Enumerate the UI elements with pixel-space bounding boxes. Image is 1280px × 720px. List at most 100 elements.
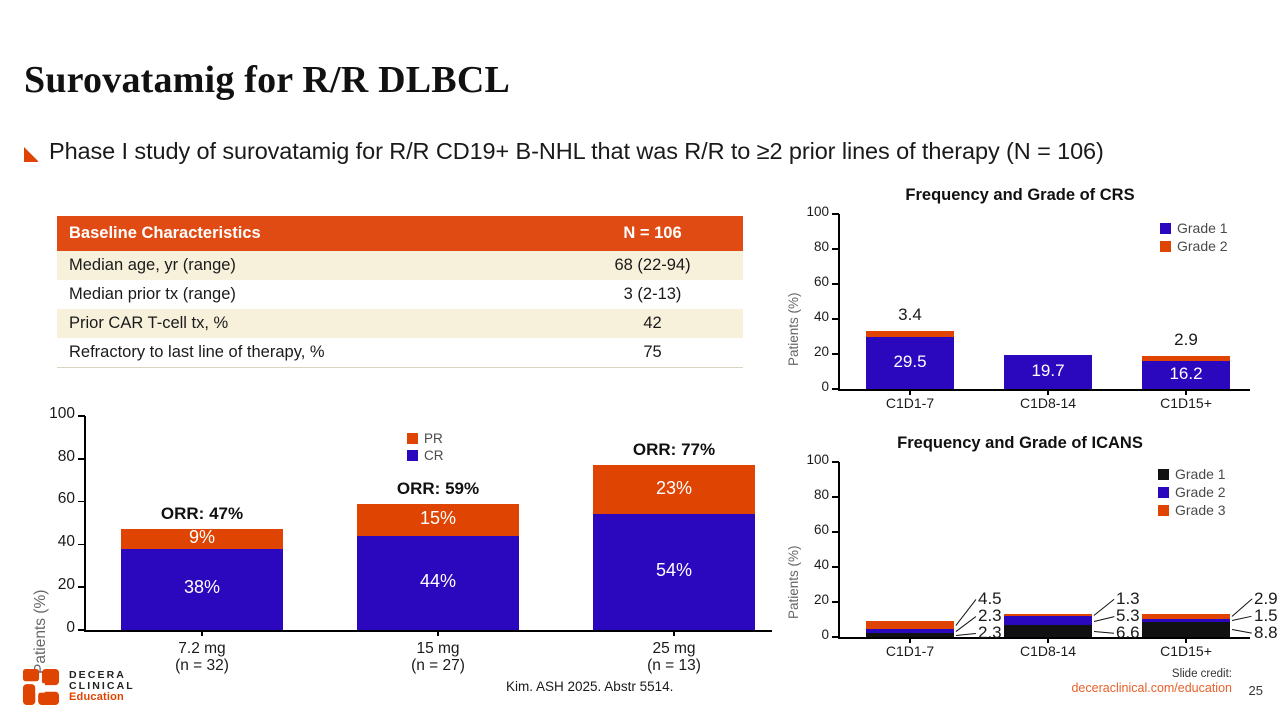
- x-axis-tick-label: C1D8-14: [979, 643, 1117, 660]
- y-axis-tick-mark: [78, 415, 85, 417]
- callout-leader-line: [1231, 599, 1253, 618]
- y-axis-tick-label: 20: [813, 592, 829, 608]
- y-axis-tick-label: 40: [813, 557, 829, 573]
- x-axis-tick-line: C1D1-7: [885, 643, 935, 659]
- bar-segment[interactable]: [1004, 354, 1092, 389]
- x-axis-tick-line: 7.2 mg: [178, 640, 226, 657]
- legend-swatch-grade-3: [1158, 504, 1169, 516]
- x-axis-tick-line: C1D8-14: [1019, 643, 1077, 659]
- legend-swatch-grade-2: [1158, 486, 1169, 498]
- citation: Kim. ASH 2025. Abstr 5514.: [506, 679, 674, 694]
- page-number: 25: [1248, 683, 1263, 698]
- callout-leader-line: [955, 633, 977, 637]
- callout-value-label: 2.3: [978, 623, 1002, 642]
- y-axis-tick-label: 0: [66, 618, 75, 636]
- x-axis-tick-line: C1D1-7: [885, 395, 935, 411]
- x-axis-tick-mark: [1185, 389, 1187, 395]
- bar-value-label: 54%: [655, 560, 693, 581]
- bar-segment[interactable]: [1142, 618, 1230, 622]
- legend-swatch-grade-2: [1160, 240, 1171, 252]
- bar-segment[interactable]: [121, 529, 283, 549]
- legend-item-cr: CR: [407, 448, 444, 463]
- y-axis-tick-mark: [832, 353, 839, 355]
- bar-segment[interactable]: [866, 632, 954, 637]
- x-axis-tick-mark: [909, 389, 911, 395]
- bar-segment[interactable]: [866, 337, 954, 389]
- response-chart-legend: PR CR: [407, 431, 444, 465]
- bar-segment[interactable]: [866, 628, 954, 633]
- slide-credit-link[interactable]: deceraclinical.com/education: [1071, 681, 1232, 695]
- bar-value-label: 9%: [188, 527, 215, 548]
- y-axis-tick-mark: [832, 531, 839, 533]
- logo-line-1: DECERA: [69, 668, 126, 681]
- x-axis-tick-mark: [1047, 637, 1049, 643]
- bar-total-annotation: ORR: 77%: [632, 440, 716, 460]
- bar-segment[interactable]: [1142, 613, 1230, 619]
- callout-value-label: 6.6: [1116, 623, 1140, 642]
- legend-item-grade-1: Grade 1: [1158, 466, 1226, 482]
- table-row: Refractory to last line of therapy, % 75: [57, 338, 743, 368]
- crs-chart-legend: Grade 1 Grade 2: [1160, 220, 1228, 256]
- response-rate-chart: Patients (%) PR CR 0 20 40 60 80 100 38% 9% ORR:…: [22, 404, 772, 674]
- callout-leader-line: [1231, 616, 1253, 622]
- logo-line-2: CLINICAL: [69, 680, 135, 693]
- bar-segment[interactable]: [866, 331, 954, 338]
- y-axis-tick-label: 60: [813, 274, 829, 290]
- y-axis-tick-mark: [832, 248, 839, 250]
- icans-chart-title: Frequency and Grade of ICANS: [897, 434, 1143, 452]
- crs-chart-title: Frequency and Grade of CRS: [905, 186, 1135, 204]
- y-axis-tick-label: 0: [821, 627, 829, 643]
- bar-segment[interactable]: [357, 535, 519, 630]
- x-axis-tick-mark: [437, 630, 439, 636]
- bar-segment[interactable]: [866, 621, 954, 629]
- legend-swatch-grade-1: [1160, 222, 1171, 234]
- bar-value-label: 44%: [419, 571, 457, 592]
- y-axis-tick-mark: [78, 543, 85, 546]
- table-cell-label: Prior CAR T-cell tx, %: [69, 314, 229, 332]
- x-axis-tick-line: 25 mg: [652, 640, 696, 657]
- y-axis-tick-mark: [832, 566, 839, 568]
- bar-segment[interactable]: [1142, 360, 1230, 389]
- x-axis-line: [838, 637, 1250, 639]
- x-axis-tick-label: C1D1-7: [841, 395, 979, 412]
- crs-chart-ylabel: Patients (%): [786, 292, 801, 366]
- bullet-text: Phase I study of surovatamig for R/R CD1…: [49, 138, 1104, 164]
- bar-segment[interactable]: [1004, 616, 1092, 626]
- table-cell-value: 3 (2-13): [623, 285, 682, 303]
- y-axis-tick-label: 0: [821, 379, 829, 395]
- bar-value-label: 38%: [183, 577, 221, 598]
- callout-leader-line: [1231, 629, 1253, 635]
- bar-total-annotation: ORR: 59%: [396, 478, 480, 498]
- bar-value-label: 16.2: [1169, 363, 1203, 383]
- decera-logo: DECERA CLINICAL Education: [22, 668, 135, 706]
- y-axis-tick-label: 20: [57, 576, 75, 594]
- table-cell-label: Median prior tx (range): [69, 285, 236, 303]
- bar-segment[interactable]: [357, 503, 519, 536]
- bar-segment[interactable]: [1142, 621, 1230, 637]
- x-axis-tick-line: (n = 13): [647, 657, 701, 675]
- bar-segment[interactable]: [1004, 625, 1092, 637]
- x-axis-tick-line: C1D15+: [1160, 643, 1212, 659]
- y-axis-tick-label: 40: [57, 533, 75, 551]
- baseline-characteristics-table: Baseline Characteristics N = 106 Median …: [57, 216, 743, 368]
- logo-line-3: Education: [69, 691, 124, 704]
- bar-segment[interactable]: [1004, 613, 1092, 617]
- bullet-marker-icon: [24, 147, 39, 162]
- bar-segment[interactable]: [593, 465, 755, 515]
- bar-segment[interactable]: [593, 514, 755, 630]
- table-row: Median prior tx (range) 3 (2-13): [57, 280, 743, 309]
- callout-leader-line: [1093, 599, 1115, 617]
- y-axis-tick-mark: [832, 636, 839, 638]
- x-axis-tick-line: (n = 32): [175, 657, 229, 675]
- legend-label-grade-2: Grade 2: [1175, 484, 1226, 500]
- legend-label-grade-2: Grade 2: [1177, 238, 1228, 254]
- bar-segment[interactable]: [121, 548, 283, 630]
- y-axis-tick-label: 80: [813, 239, 829, 255]
- page-title: Surovatamig for R/R DLBCL: [24, 59, 511, 101]
- table-cell-value: 42: [643, 314, 662, 332]
- y-axis-tick-mark: [78, 586, 85, 588]
- bar-segment[interactable]: [1142, 355, 1230, 361]
- x-axis-tick-mark: [201, 630, 203, 636]
- table-cell-label: Refractory to last line of therapy, %: [57, 338, 563, 368]
